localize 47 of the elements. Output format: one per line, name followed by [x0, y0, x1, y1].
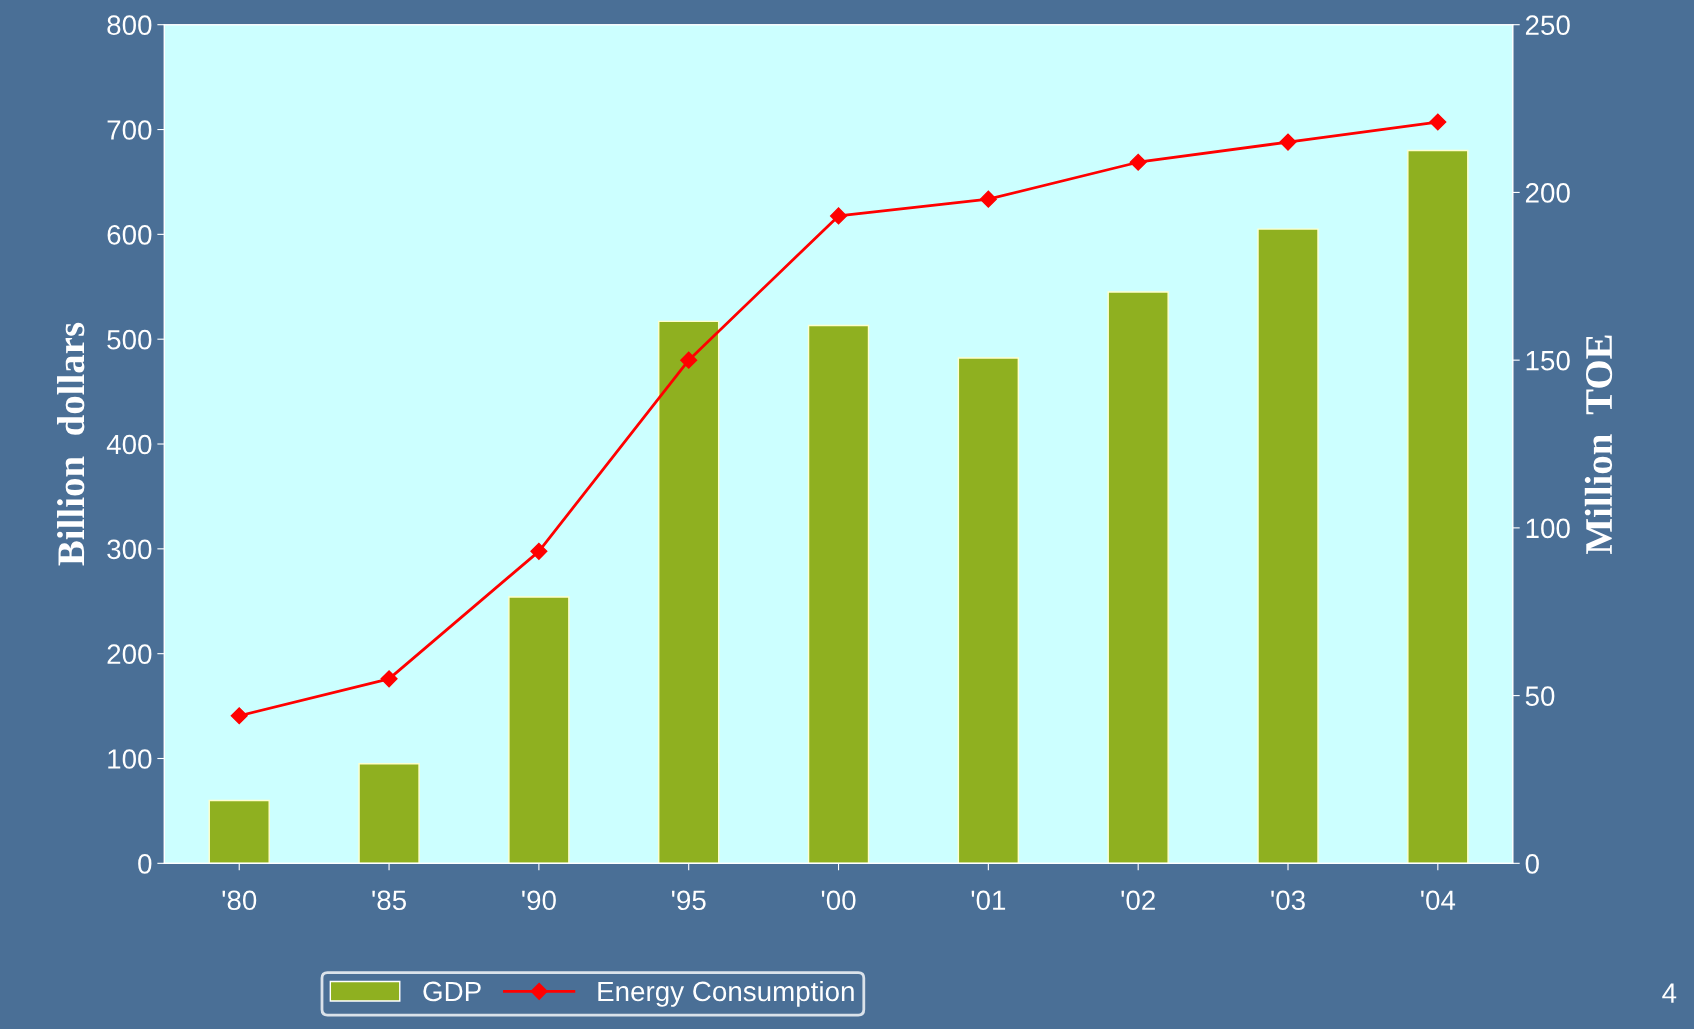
bar: [1107, 291, 1169, 864]
bar: [658, 320, 720, 864]
x-tick-label: '00: [821, 890, 856, 911]
point: [979, 190, 997, 208]
y-tick-label: 700: [107, 120, 152, 140]
y-axis-title: Billion dollars: [57, 322, 85, 566]
y-tick-label: 800: [107, 15, 152, 36]
y-tick-label: 600: [107, 225, 152, 245]
point: [829, 207, 848, 225]
x-tick-label: '02: [1121, 890, 1155, 911]
y-tick-label: 100: [108, 749, 152, 769]
bar: [957, 357, 1020, 864]
y2-tick-label: 100: [1526, 518, 1570, 539]
point: [1429, 113, 1447, 131]
x-tick-label: '03: [1271, 890, 1305, 911]
point: [680, 351, 698, 369]
y2-tick-label: 200: [1525, 183, 1570, 203]
y-tick-label: 300: [107, 539, 152, 560]
y2-tick-label: 250: [1525, 15, 1570, 36]
point: [530, 542, 548, 560]
y-tick-label: 0: [138, 854, 152, 874]
y2-axis-title: Million TOE: [1584, 335, 1613, 554]
bar: [208, 799, 270, 864]
x-tick-label: '80: [222, 890, 257, 911]
bar: [1257, 228, 1319, 864]
point: [380, 670, 398, 688]
bar: [358, 763, 420, 864]
point: [1279, 133, 1297, 151]
x-tick-label: '90: [522, 890, 556, 911]
y2-tick-label: 50: [1525, 686, 1555, 706]
bar: [1407, 149, 1469, 864]
y2-tick-label: 0: [1525, 854, 1539, 874]
x-tick-label: '85: [372, 890, 406, 911]
x-tick-label: '01: [971, 890, 1006, 911]
bar: [807, 324, 870, 864]
legend-label: Energy Consumption: [598, 980, 854, 1007]
text: 4: [1662, 983, 1677, 1003]
y2-tick-label: 150: [1526, 350, 1570, 371]
bar: [508, 596, 570, 864]
y-tick-label: 400: [106, 434, 152, 455]
point: [1129, 153, 1147, 171]
y-tick-label: 500: [107, 329, 152, 350]
x-tick-label: '04: [1421, 890, 1456, 911]
point: [230, 707, 248, 725]
x-tick-label: '95: [672, 890, 706, 911]
legend-label: GDP: [423, 981, 481, 1002]
y-tick-label: 200: [107, 644, 152, 665]
